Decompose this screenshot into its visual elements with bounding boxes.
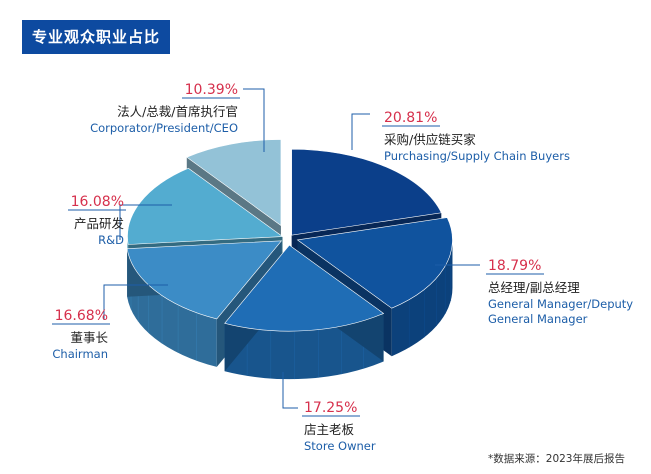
- pct-label-rd: 16.08%: [71, 194, 124, 210]
- pct-label-ceo: 10.39%: [185, 82, 238, 98]
- page-title: 专业观众职业占比: [22, 20, 170, 54]
- category-label-cn-store-owner: 店主老板: [304, 422, 355, 437]
- pie-slice-purchasing: [291, 148, 442, 236]
- pie-slice-gm: [296, 217, 453, 309]
- pie-side-chairman: [127, 248, 217, 367]
- source-note: *数据来源：2023年展后报告: [488, 453, 625, 465]
- pie-slice-rd: [127, 167, 284, 245]
- category-label-cn-chairman: 董事长: [70, 330, 108, 345]
- category-label-en-chairman-0: Chairman: [52, 347, 108, 361]
- pie-side-gm: [391, 239, 453, 357]
- leader-line-rd: [119, 204, 172, 240]
- category-label-en-ceo-0: Corporator/President/CEO: [90, 121, 238, 135]
- category-label-en-gm-1: General Manager: [488, 312, 588, 326]
- category-label-cn-gm: 总经理/副总经理: [488, 280, 580, 295]
- category-label-en-rd-0: R&D: [98, 233, 124, 247]
- pie-slice-chairman: [126, 240, 283, 320]
- pct-label-store-owner: 17.25%: [304, 400, 357, 416]
- leader-line-chairman: [103, 284, 168, 320]
- category-label-cn-ceo: 法人/总裁/首席执行官: [117, 104, 238, 119]
- leader-line-ceo: [243, 88, 265, 152]
- pct-label-chairman: 16.68%: [55, 308, 108, 324]
- category-label-en-store-owner-0: Store Owner: [304, 439, 376, 453]
- category-label-cn-purchasing: 采购/供应链买家: [384, 132, 476, 147]
- pct-label-gm: 18.79%: [488, 258, 541, 274]
- pct-label-purchasing: 20.81%: [384, 110, 437, 126]
- leader-line-purchasing: [351, 113, 370, 150]
- pie-slice-ceo: [186, 139, 282, 227]
- pie-slice-store-owner: [224, 244, 385, 332]
- category-label-en-gm-0: General Manager/Deputy: [488, 297, 633, 311]
- category-label-en-purchasing-0: Purchasing/Supply Chain Buyers: [384, 149, 570, 163]
- category-label-cn-rd: 产品研发: [74, 216, 125, 231]
- leader-line-store-owner: [282, 372, 298, 409]
